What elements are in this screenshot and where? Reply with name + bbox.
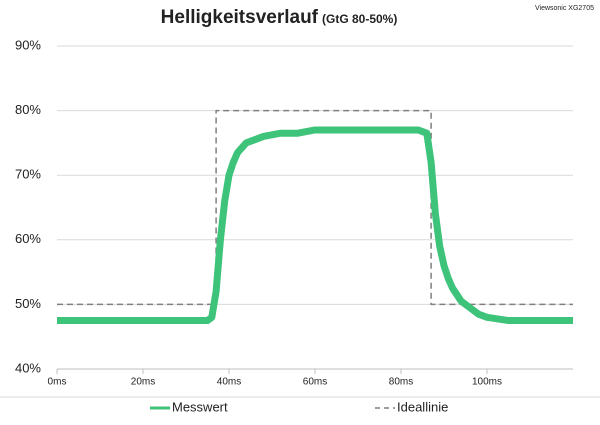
- y-tick-label: 60%: [15, 231, 41, 246]
- annotation: Viewsonic XG2705: [535, 5, 594, 12]
- x-tick-label: 60ms: [303, 377, 327, 388]
- series-line: [57, 126, 573, 325]
- legend-label: Ideallinie: [397, 399, 448, 414]
- y-tick-label: 40%: [15, 360, 41, 375]
- x-tick-label: 0ms: [48, 377, 67, 388]
- x-tick-label: 100ms: [472, 377, 502, 388]
- y-tick-label: 90%: [15, 37, 41, 52]
- y-tick-label: 80%: [15, 102, 41, 117]
- series-line: [57, 109, 573, 306]
- legend-label: Messwert: [172, 399, 228, 414]
- x-tick-label: 80ms: [389, 377, 413, 388]
- chart-title: Helligkeitsverlauf: [161, 7, 319, 28]
- x-tick-label: 20ms: [131, 377, 155, 388]
- chart-subtitle: (GtG 80-50%): [322, 12, 397, 26]
- x-tick-label: 40ms: [217, 377, 241, 388]
- y-tick-label: 50%: [15, 296, 41, 311]
- y-tick-label: 70%: [15, 167, 41, 182]
